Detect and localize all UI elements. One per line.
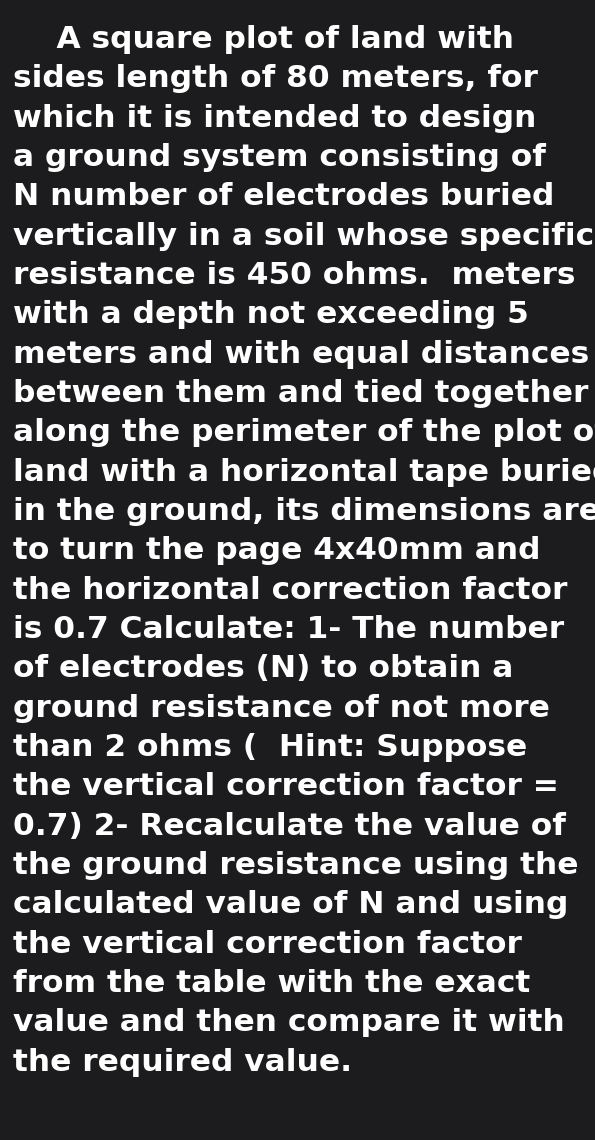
Text: in the ground, its dimensions are: in the ground, its dimensions are	[13, 497, 595, 526]
Text: the horizontal correction factor: the horizontal correction factor	[13, 576, 568, 604]
Text: the vertical correction factor =: the vertical correction factor =	[13, 773, 559, 801]
Text: of electrodes (N) to obtain a: of electrodes (N) to obtain a	[13, 654, 513, 683]
Text: meters and with equal distances: meters and with equal distances	[13, 340, 589, 368]
Text: value and then compare it with: value and then compare it with	[13, 1009, 565, 1037]
Text: the required value.: the required value.	[13, 1048, 352, 1076]
Text: from the table with the exact: from the table with the exact	[13, 969, 530, 998]
Text: between them and tied together: between them and tied together	[13, 378, 588, 408]
Text: the ground resistance using the: the ground resistance using the	[13, 850, 578, 880]
Text: with a depth not exceeding 5: with a depth not exceeding 5	[13, 301, 529, 329]
Text: N number of electrodes buried: N number of electrodes buried	[13, 182, 555, 211]
Text: sides length of 80 meters, for: sides length of 80 meters, for	[13, 65, 538, 93]
Text: is 0.7 Calculate: 1- The number: is 0.7 Calculate: 1- The number	[13, 616, 564, 644]
Text: to turn the page 4x40mm and: to turn the page 4x40mm and	[13, 537, 541, 565]
Text: vertically in a soil whose specific: vertically in a soil whose specific	[13, 221, 594, 251]
Text: than 2 ohms (  Hint: Suppose: than 2 ohms ( Hint: Suppose	[13, 733, 527, 762]
Text: a ground system consisting of: a ground system consisting of	[13, 144, 546, 172]
Text: the vertical correction factor: the vertical correction factor	[13, 930, 522, 959]
Text: along the perimeter of the plot of: along the perimeter of the plot of	[13, 418, 595, 447]
Text: ground resistance of not more: ground resistance of not more	[13, 693, 550, 723]
Text: land with a horizontal tape buried: land with a horizontal tape buried	[13, 457, 595, 487]
Text: resistance is 450 ohms.  meters: resistance is 450 ohms. meters	[13, 261, 575, 290]
Text: A square plot of land with: A square plot of land with	[13, 25, 514, 54]
Text: 0.7) 2- Recalculate the value of: 0.7) 2- Recalculate the value of	[13, 812, 566, 840]
Text: which it is intended to design: which it is intended to design	[13, 104, 537, 132]
Text: calculated value of N and using: calculated value of N and using	[13, 890, 568, 919]
